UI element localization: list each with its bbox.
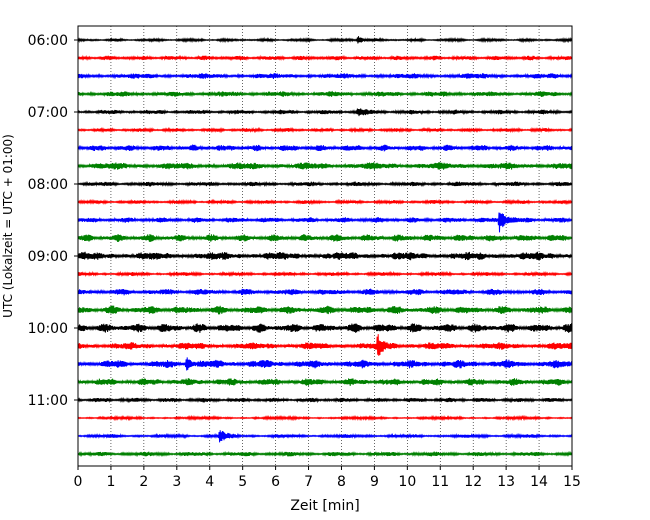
x-tick-label: 1 bbox=[106, 474, 115, 490]
y-tick-label: 07:00 bbox=[28, 105, 68, 121]
seismogram-trace-0815 bbox=[77, 198, 573, 206]
seismogram-trace-1030 bbox=[77, 357, 573, 371]
y-tick-label: 11:00 bbox=[28, 393, 68, 409]
y-axis-label: UTC (Lokalzeit = UTC + 01:00) bbox=[1, 134, 15, 318]
seismogram-trace-0900 bbox=[77, 251, 573, 261]
x-tick-label: 9 bbox=[370, 474, 379, 490]
seismogram-trace-1145 bbox=[77, 450, 573, 458]
x-tick-label: 13 bbox=[497, 474, 515, 490]
x-tick-label: 4 bbox=[205, 474, 214, 490]
seismogram-trace-0945 bbox=[77, 305, 573, 315]
x-tick-label: 10 bbox=[398, 474, 416, 490]
seismogram-trace-0845 bbox=[77, 234, 573, 242]
seismogram-traces bbox=[77, 36, 573, 458]
x-tick-label: 0 bbox=[74, 474, 83, 490]
plot-frame bbox=[77, 25, 573, 467]
seismogram-trace-0645 bbox=[77, 90, 573, 98]
seismogram-trace-1000 bbox=[77, 323, 573, 333]
seismogram-trace-0930 bbox=[77, 288, 573, 296]
seismogram-trace-0700 bbox=[77, 108, 573, 117]
y-tick-label: 10:00 bbox=[28, 321, 68, 337]
y-tick-label: 08:00 bbox=[28, 177, 68, 193]
x-tick-label: 12 bbox=[464, 474, 482, 490]
x-tick-label: 2 bbox=[139, 474, 148, 490]
x-axis-ticks: 0 1 2 3 4 5 6 7 8 9 10 11 12 13 14 15 bbox=[74, 466, 581, 490]
x-tick-label: 3 bbox=[172, 474, 181, 490]
seismogram-trace-0800 bbox=[77, 180, 573, 188]
seismogram-trace-1045 bbox=[77, 378, 573, 386]
y-axis-ticks: 06:00 07:00 08:00 09:00 10:00 11:00 bbox=[28, 33, 78, 409]
x-tick-label: 6 bbox=[271, 474, 280, 490]
y-tick-label: 09:00 bbox=[28, 249, 68, 265]
seismogram-trace-0715 bbox=[77, 126, 573, 134]
seismogram-trace-1130 bbox=[77, 430, 573, 443]
grid-lines bbox=[110, 26, 540, 466]
x-tick-label: 8 bbox=[337, 474, 346, 490]
y-tick-label: 06:00 bbox=[28, 33, 68, 49]
x-tick-label: 11 bbox=[431, 474, 449, 490]
x-tick-label: 7 bbox=[304, 474, 313, 490]
seismogram-trace-1100 bbox=[77, 396, 573, 404]
seismogram-trace-0830 bbox=[77, 212, 573, 233]
seismogram-trace-0600 bbox=[77, 36, 573, 44]
seismogram-trace-0745 bbox=[77, 162, 573, 170]
seismogram-trace-0915 bbox=[77, 270, 573, 278]
seismogram-trace-0730 bbox=[77, 144, 573, 152]
x-tick-label: 5 bbox=[238, 474, 247, 490]
seismogram-trace-0630 bbox=[77, 72, 573, 80]
x-tick-label: 14 bbox=[530, 474, 548, 490]
seismogram-trace-1015 bbox=[77, 334, 573, 356]
x-axis-label: Zeit [min] bbox=[290, 498, 359, 514]
x-tick-label: 15 bbox=[563, 474, 581, 490]
seismogram-trace-0615 bbox=[77, 54, 573, 62]
seismogram-trace-1115 bbox=[77, 414, 573, 422]
